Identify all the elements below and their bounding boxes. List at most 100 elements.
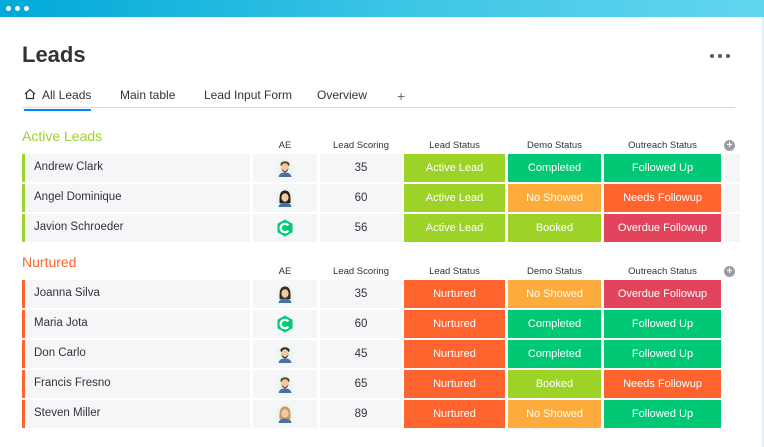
lead-name: Javion Schroeder — [34, 221, 124, 233]
outreach-status-badge[interactable]: Needs Followup — [604, 184, 721, 212]
lead-score-cell[interactable]: 60 — [320, 310, 402, 338]
tab-label: Lead Input Form — [204, 88, 293, 102]
column-header-ae[interactable]: AE — [278, 266, 292, 277]
demo-status-badge[interactable]: Booked — [508, 370, 601, 398]
brand-logo-avatar[interactable] — [275, 314, 295, 334]
lead-name: Francis Fresno — [34, 377, 111, 389]
demo-status-badge[interactable]: Completed — [508, 310, 601, 338]
add-tab-button[interactable]: + — [397, 88, 406, 104]
column-header-demo-status[interactable]: Demo Status — [527, 266, 582, 277]
outreach-status-badge[interactable]: Overdue Followup — [604, 214, 721, 242]
demo-status-badge[interactable]: No Showed — [508, 184, 601, 212]
ae-cell[interactable] — [253, 280, 317, 308]
woman-blonde-avatar[interactable] — [275, 404, 295, 424]
column-header-lead-status[interactable]: Lead Status — [429, 266, 480, 277]
add-column-icon[interactable]: + — [724, 266, 735, 277]
ae-cell[interactable] — [253, 400, 317, 428]
lead-status-badge[interactable]: Active Lead — [404, 154, 505, 182]
lead-score: 65 — [354, 378, 368, 390]
group-title[interactable]: Nurtured — [22, 254, 77, 270]
table-row[interactable]: Don Carlo 45 Nurtured Completed Followed Up — [22, 340, 740, 368]
lead-score-cell[interactable]: 89 — [320, 400, 402, 428]
ae-cell[interactable] — [253, 214, 317, 242]
column-header-outreach-status[interactable]: Outreach Status — [628, 140, 697, 151]
table-row[interactable]: Angel Dominique 60 Active Lead No Showed Nee… — [22, 184, 740, 212]
lead-score: 35 — [354, 162, 368, 174]
table-row[interactable]: Maria Jota 60 Nurtured Completed Followed Up — [22, 310, 740, 338]
outreach-status-badge[interactable]: Followed Up — [604, 310, 721, 338]
table-row[interactable]: Francis Fresno 65 Nurtured Booked Needs Foll… — [22, 370, 740, 398]
row-end-cell — [725, 214, 740, 242]
tab-label: Main table — [120, 88, 176, 102]
lead-status-badge[interactable]: Nurtured — [404, 340, 505, 368]
lead-name-cell[interactable]: Joanna Silva — [22, 280, 250, 308]
lead-name-cell[interactable]: Francis Fresno — [22, 370, 250, 398]
woman-dark-hair-avatar[interactable] — [275, 188, 295, 208]
group-title[interactable]: Active Leads — [22, 128, 103, 144]
lead-score-cell[interactable]: 65 — [320, 370, 402, 398]
column-header-demo-status[interactable]: Demo Status — [527, 140, 582, 151]
lead-status-badge[interactable]: Nurtured — [404, 280, 505, 308]
lead-name-cell[interactable]: Javion Schroeder — [22, 214, 250, 242]
outreach-status-badge[interactable]: Followed Up — [604, 154, 721, 182]
woman-curly-hair-avatar[interactable] — [275, 284, 295, 304]
lead-score-cell[interactable]: 45 — [320, 340, 402, 368]
ae-cell[interactable] — [253, 340, 317, 368]
lead-name: Andrew Clark — [34, 161, 104, 173]
tab-overview[interactable]: Overview — [317, 88, 367, 102]
window-dot-icon[interactable] — [15, 6, 20, 11]
table-row[interactable]: Andrew Clark 35 Active Lead Completed Follow… — [22, 154, 740, 182]
table-row[interactable]: Steven Miller 89 Nurtured No Showed Followed… — [22, 400, 740, 428]
outreach-status-badge[interactable]: Needs Followup — [604, 370, 721, 398]
lead-name: Angel Dominique — [34, 191, 122, 203]
column-header-ae[interactable]: AE — [278, 140, 292, 151]
demo-status-badge[interactable]: No Showed — [508, 280, 601, 308]
outreach-status-badge[interactable]: Followed Up — [604, 400, 721, 428]
lead-name-cell[interactable]: Angel Dominique — [22, 184, 250, 212]
lead-name-cell[interactable]: Andrew Clark — [22, 154, 250, 182]
ae-cell[interactable] — [253, 184, 317, 212]
lead-score-cell[interactable]: 60 — [320, 184, 402, 212]
page-title: Leads — [22, 42, 86, 67]
demo-status-badge[interactable]: Completed — [508, 340, 601, 368]
man-beard-avatar[interactable] — [275, 374, 295, 394]
more-options-icon[interactable] — [710, 50, 734, 62]
lead-name-cell[interactable]: Maria Jota — [22, 310, 250, 338]
lead-name-cell[interactable]: Steven Miller — [22, 400, 250, 428]
tab-lead-input-form[interactable]: Lead Input Form — [204, 88, 292, 102]
lead-score-cell[interactable]: 56 — [320, 214, 402, 242]
lead-score: 60 — [354, 318, 368, 330]
lead-score-cell[interactable]: 35 — [320, 280, 402, 308]
man-beard-avatar[interactable] — [275, 158, 295, 178]
table-row[interactable]: Javion Schroeder 56 Active Lead Booked Overd… — [22, 214, 740, 242]
demo-status-badge[interactable]: Booked — [508, 214, 601, 242]
window-dot-icon[interactable] — [24, 6, 29, 11]
lead-name-cell[interactable]: Don Carlo — [22, 340, 250, 368]
tab-main-table[interactable]: Main table — [120, 88, 175, 102]
man-cap-avatar[interactable] — [275, 344, 295, 364]
lead-status-badge[interactable]: Active Lead — [404, 214, 505, 242]
column-header-lead-scoring[interactable]: Lead Scoring — [333, 140, 389, 151]
brand-logo-avatar[interactable] — [275, 218, 295, 238]
add-column-icon[interactable]: + — [724, 140, 735, 151]
ae-cell[interactable] — [253, 154, 317, 182]
ae-cell[interactable] — [253, 370, 317, 398]
demo-status-badge[interactable]: Completed — [508, 154, 601, 182]
tab-label: Overview — [317, 88, 368, 102]
outreach-status-badge[interactable]: Followed Up — [604, 340, 721, 368]
lead-status-badge[interactable]: Nurtured — [404, 400, 505, 428]
tab-all-leads[interactable]: All Leads — [24, 88, 92, 111]
column-header-lead-scoring[interactable]: Lead Scoring — [333, 266, 389, 277]
ae-cell[interactable] — [253, 310, 317, 338]
lead-status-badge[interactable]: Active Lead — [404, 184, 505, 212]
lead-status-badge[interactable]: Nurtured — [404, 370, 505, 398]
column-header-lead-status[interactable]: Lead Status — [429, 140, 480, 151]
lead-score: 60 — [354, 192, 368, 204]
outreach-status-badge[interactable]: Overdue Followup — [604, 280, 721, 308]
column-header-outreach-status[interactable]: Outreach Status — [628, 266, 697, 277]
demo-status-badge[interactable]: No Showed — [508, 400, 601, 428]
table-row[interactable]: Joanna Silva 35 Nurtured No Showed Overdue F… — [22, 280, 740, 308]
window-dot-icon[interactable] — [6, 6, 11, 11]
lead-status-badge[interactable]: Nurtured — [404, 310, 505, 338]
lead-score-cell[interactable]: 35 — [320, 154, 402, 182]
